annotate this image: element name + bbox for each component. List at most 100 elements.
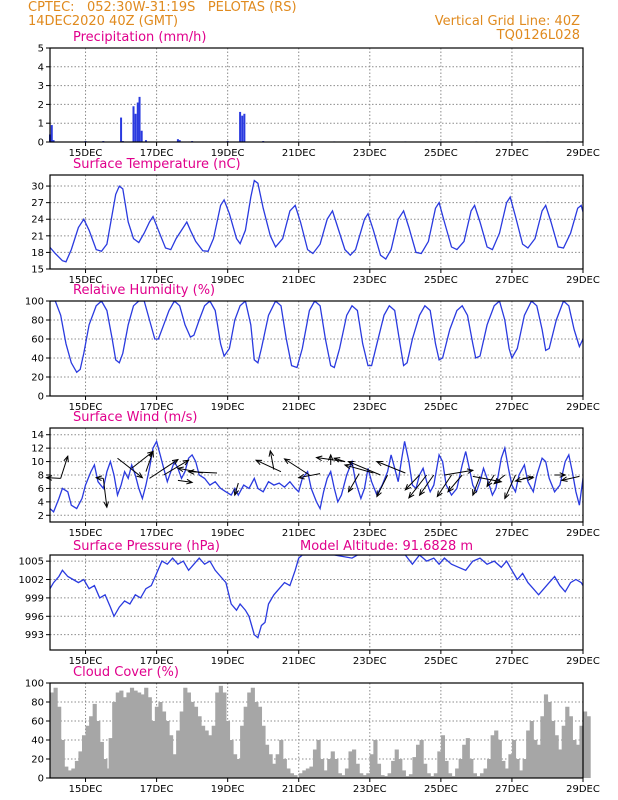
wind-vector-arrow bbox=[102, 478, 108, 508]
wind-vector-arrow bbox=[269, 450, 275, 470]
rh-y-tick-label: 100 bbox=[25, 297, 44, 308]
cloud-area-bar bbox=[519, 770, 524, 778]
wind-arrowhead bbox=[171, 458, 179, 465]
wind-arrowhead bbox=[136, 472, 144, 479]
cloud-area-bar bbox=[490, 735, 495, 778]
wind-vector-arrow bbox=[255, 459, 282, 473]
precip-bar bbox=[134, 113, 137, 142]
precip-y-tick-label: 2 bbox=[38, 100, 44, 111]
cloud-area-bar bbox=[327, 759, 332, 778]
cloud-area-bar bbox=[384, 776, 389, 778]
cloud-area-bar bbox=[430, 776, 435, 778]
wind-x-tick-label: 25DEC bbox=[424, 528, 458, 539]
wind-vector-arrow bbox=[234, 482, 239, 496]
cloud-area-bar bbox=[583, 711, 588, 778]
cloud-area-bar bbox=[469, 759, 474, 778]
cloud-area-bar bbox=[309, 766, 314, 778]
precip-bar bbox=[120, 117, 123, 142]
wind-vector-arrow bbox=[419, 474, 435, 496]
cloud-area-bar bbox=[579, 725, 584, 778]
cloud-area-bar bbox=[279, 740, 284, 778]
cloud-area-bar bbox=[222, 692, 227, 778]
wind-vector-arrow bbox=[188, 471, 218, 474]
wind-vector-arrow bbox=[149, 459, 179, 479]
precip-bar bbox=[50, 125, 53, 142]
cloud-area-bar bbox=[250, 687, 255, 778]
cloud-area-bar bbox=[71, 768, 76, 778]
rh-x-tick-label: 23DEC bbox=[353, 402, 387, 413]
cloud-area-bar bbox=[515, 759, 520, 778]
cloud-area-bar bbox=[85, 725, 90, 778]
rh-y-tick-label: 20 bbox=[31, 373, 44, 384]
rh-panel-frame bbox=[49, 300, 584, 397]
cloud-area-bar bbox=[92, 703, 97, 778]
cloud-area-bar bbox=[348, 751, 353, 778]
cloud-area-bar bbox=[408, 774, 414, 778]
wind-arrowhead bbox=[504, 492, 510, 500]
cloud-area-bar bbox=[268, 754, 273, 778]
precip-panel-title: Precipitation (mm/h) bbox=[73, 30, 206, 45]
rh-x-tick-label: 17DEC bbox=[140, 402, 174, 413]
wind-arrowhead bbox=[472, 489, 478, 497]
cloud-area-bar bbox=[254, 702, 259, 778]
cloud-area-bar bbox=[154, 706, 159, 778]
pressure-y-tick-label: 993 bbox=[25, 630, 44, 641]
cloud-area-bar bbox=[352, 749, 357, 778]
wind-panel-title: Surface Wind (m/s) bbox=[73, 410, 197, 425]
cloud-area-bar bbox=[487, 759, 492, 778]
precip-x-tick-label: 23DEC bbox=[353, 148, 387, 159]
wind-series-line bbox=[50, 439, 583, 514]
temp-y-tick-label: 24 bbox=[31, 215, 44, 226]
cloud-area-bar bbox=[169, 735, 174, 778]
cloud-area-bar bbox=[401, 770, 406, 778]
wind-arrowhead bbox=[559, 472, 567, 478]
cloud-area-bar bbox=[190, 702, 195, 778]
cloud-area-bar bbox=[536, 744, 541, 778]
temp-panel-frame bbox=[49, 174, 584, 270]
precip-panel-frame bbox=[49, 47, 584, 143]
pressure-panel-frame bbox=[49, 554, 584, 651]
cloud-area-bar bbox=[522, 759, 527, 778]
temp-y-tick-label: 27 bbox=[31, 198, 44, 209]
cloud-area-bar bbox=[501, 760, 506, 778]
cloud-area-bar bbox=[172, 754, 177, 778]
cloud-y-tick-label: 100 bbox=[25, 679, 44, 690]
cloud-area-bar bbox=[257, 706, 263, 778]
wind-vector-arrow bbox=[472, 476, 481, 496]
cloud-area-bar bbox=[330, 751, 335, 778]
cloud-area-bar bbox=[479, 773, 485, 778]
temp-x-tick-label: 29DEC bbox=[566, 275, 600, 286]
cloud-area-bar bbox=[264, 744, 270, 778]
cloud-area-bar bbox=[96, 721, 101, 778]
wind-arrowhead bbox=[347, 461, 355, 467]
wind-x-tick-label: 21DEC bbox=[282, 528, 316, 539]
precip-bar bbox=[138, 96, 141, 142]
cloud-area-bar bbox=[81, 735, 87, 778]
pressure-x-tick-label: 29DEC bbox=[566, 656, 600, 667]
pressure-series-line bbox=[50, 555, 583, 639]
precip-y-tick-label: 3 bbox=[38, 81, 44, 92]
temp-panel-title: Surface Temperature (nC) bbox=[73, 157, 241, 172]
cloud-area-bar bbox=[373, 740, 378, 778]
rh-x-tick-label: 15DEC bbox=[69, 402, 103, 413]
cloud-area-bar bbox=[465, 738, 470, 778]
wind-arrowhead bbox=[376, 490, 382, 498]
precip-bar bbox=[136, 102, 139, 142]
wind-arrowhead bbox=[447, 485, 454, 493]
precip-y-tick-label: 0 bbox=[38, 138, 44, 149]
wind-vector-arrow bbox=[486, 474, 495, 487]
wind-x-tick-label: 15DEC bbox=[69, 528, 103, 539]
precip-y-tick-label: 1 bbox=[38, 119, 44, 130]
precip-bar bbox=[241, 115, 244, 142]
header-model-code: TQ0126L028 bbox=[496, 28, 580, 43]
cloud-area-bar bbox=[316, 740, 321, 778]
cloud-x-tick-label: 15DEC bbox=[69, 784, 103, 795]
cloud-area-bar bbox=[60, 740, 65, 778]
temp-y-tick-label: 30 bbox=[31, 182, 44, 193]
cloud-area-bar bbox=[494, 730, 499, 778]
cloud-area-bar bbox=[236, 759, 241, 778]
cloud-area-bar bbox=[362, 775, 367, 778]
cloud-area-bar bbox=[67, 770, 72, 778]
cloud-area-bar bbox=[423, 763, 428, 778]
